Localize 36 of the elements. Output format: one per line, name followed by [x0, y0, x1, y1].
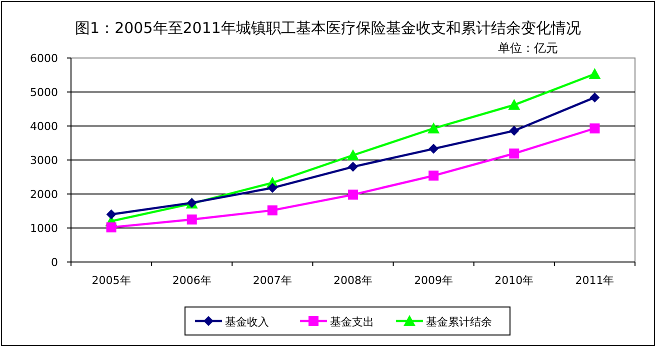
point	[508, 98, 520, 110]
chart-title: 图1：2005年至2011年城镇职工基本医疗保险基金收支和累计结余变化情况	[75, 19, 581, 37]
x-tick-label: 2008年	[334, 274, 372, 287]
y-tick-label: 0	[51, 256, 58, 269]
point	[428, 122, 440, 134]
y-tick-label: 3000	[30, 154, 58, 167]
point	[509, 148, 520, 159]
x-tick-label: 2011年	[575, 274, 614, 287]
x-tick-label: 2010年	[494, 274, 534, 287]
point	[428, 170, 439, 181]
point	[348, 190, 358, 200]
legend-label: 基金累计结余	[426, 316, 492, 328]
text: 单位：亿元	[498, 41, 558, 55]
point	[428, 144, 439, 154]
point	[590, 92, 600, 102]
point	[186, 214, 197, 224]
point	[348, 162, 358, 172]
point	[106, 222, 116, 232]
x-tick-label: 2005年	[92, 274, 131, 287]
x-tick-label: 2007年	[252, 274, 292, 287]
x-tick-label: 2006年	[172, 274, 212, 287]
point	[347, 149, 359, 160]
point	[588, 68, 601, 79]
point	[106, 209, 116, 220]
point	[267, 182, 278, 193]
point	[590, 123, 600, 134]
y-tick-label: 2000	[30, 188, 58, 201]
point	[267, 205, 278, 216]
y-tick-label: 4000	[30, 120, 58, 133]
legend-label: 基金收入	[225, 316, 269, 328]
legend-label: 基金支出	[330, 316, 374, 328]
x-tick-label: 2009年	[414, 274, 454, 287]
y-tick-label: 6000	[30, 52, 58, 65]
y-tick-label: 5000	[30, 86, 58, 99]
y-tick-label: 1000	[30, 222, 58, 235]
point	[509, 126, 520, 136]
